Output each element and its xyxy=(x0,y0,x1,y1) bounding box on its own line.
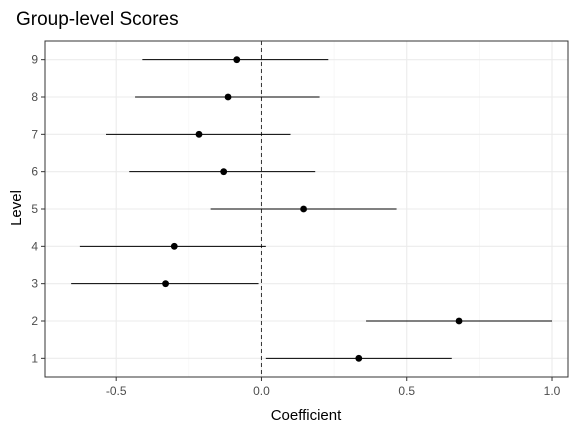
y-tick-label: 5 xyxy=(31,202,38,216)
y-tick-label: 2 xyxy=(31,314,38,328)
y-tick-label: 7 xyxy=(31,127,38,141)
y-tick-label: 1 xyxy=(31,351,38,365)
y-tick-label: 8 xyxy=(31,90,38,104)
x-tick-label: -0.5 xyxy=(106,384,127,398)
estimate-point xyxy=(224,93,232,101)
x-tick-label: 0.0 xyxy=(253,384,270,398)
y-axis-label: Level xyxy=(8,190,25,226)
estimate-point xyxy=(300,205,307,213)
estimate-point xyxy=(455,317,463,325)
estimate-point xyxy=(170,242,178,250)
y-tick-label: 6 xyxy=(31,165,38,179)
estimate-point xyxy=(220,168,228,176)
y-tick-label: 4 xyxy=(31,239,38,253)
y-tick-label: 3 xyxy=(31,277,38,291)
x-tick-label: 1.0 xyxy=(544,384,561,398)
x-tick-label: 0.5 xyxy=(398,384,415,398)
estimate-point xyxy=(195,130,203,138)
data-marks xyxy=(71,56,553,362)
x-axis-label: Coefficient xyxy=(271,407,342,424)
chart-title: Group-level Scores xyxy=(16,9,179,30)
estimate-point xyxy=(233,56,241,64)
axis-ticks: -0.5 0.0 0.5 1.0 1 2 3 4 5 6 7 8 9 xyxy=(31,53,560,398)
y-tick-label: 9 xyxy=(31,53,38,67)
estimate-point xyxy=(355,354,363,362)
estimate-point xyxy=(162,280,169,288)
